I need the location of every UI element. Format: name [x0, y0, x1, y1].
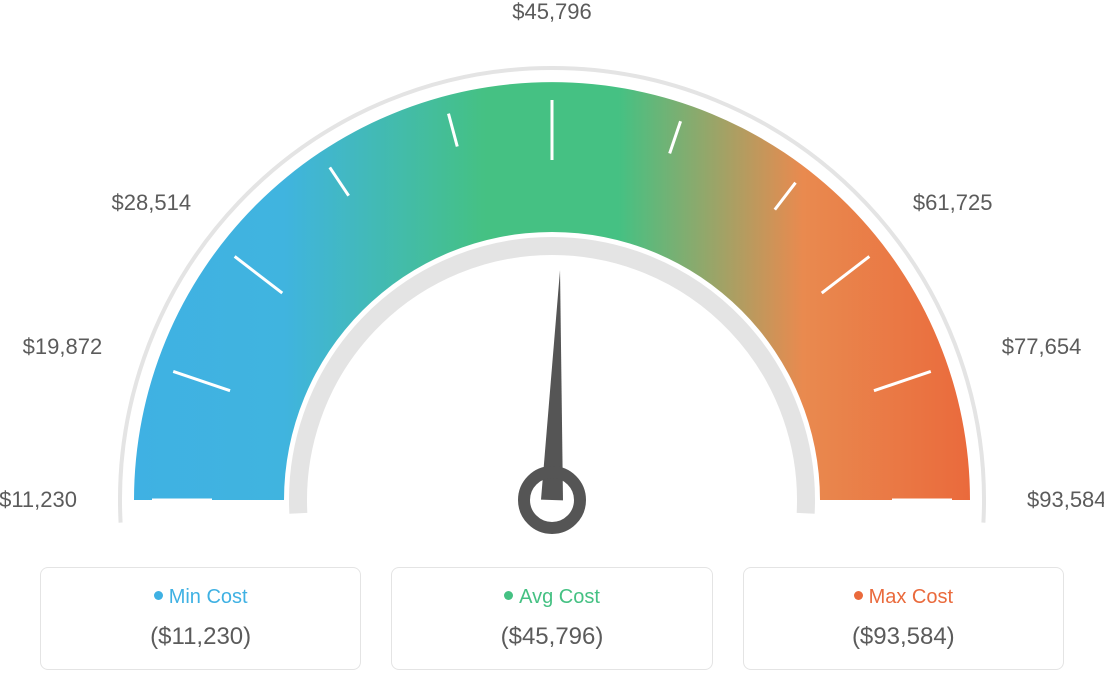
card-title: Max Cost [754, 586, 1053, 609]
summary-cards: Min Cost ($11,230) Avg Cost ($45,796) Max Co… [40, 567, 1064, 670]
dot-icon [854, 591, 863, 600]
card-title: Avg Cost [402, 586, 701, 609]
card-value: ($11,230) [51, 623, 350, 651]
card-value: ($93,584) [754, 623, 1053, 651]
summary-card: Avg Cost ($45,796) [391, 567, 712, 670]
scale-label: $61,725 [913, 190, 993, 216]
gauge-chart-container: $11,230 $19,872 $28,514 $45,796 $61,725 $77,6… [0, 0, 1104, 690]
summary-card: Max Cost ($93,584) [743, 567, 1064, 670]
scale-label: $77,654 [1002, 334, 1082, 360]
card-label: Min Cost [169, 586, 248, 608]
scale-label: $11,230 [0, 487, 77, 513]
summary-card: Min Cost ($11,230) [40, 567, 361, 670]
card-label: Avg Cost [519, 586, 600, 608]
card-value: ($45,796) [402, 623, 701, 651]
scale-label: $28,514 [112, 190, 192, 216]
dot-icon [504, 591, 513, 600]
scale-label: $93,584 [1027, 487, 1104, 513]
scale-label: $45,796 [512, 0, 592, 25]
card-label: Max Cost [869, 586, 953, 608]
scale-label: $19,872 [23, 334, 103, 360]
gauge-area: $11,230 $19,872 $28,514 $45,796 $61,725 $77,6… [0, 0, 1104, 550]
gauge-svg [0, 0, 1104, 550]
card-title: Min Cost [51, 586, 350, 609]
needle [541, 270, 563, 500]
dot-icon [154, 591, 163, 600]
